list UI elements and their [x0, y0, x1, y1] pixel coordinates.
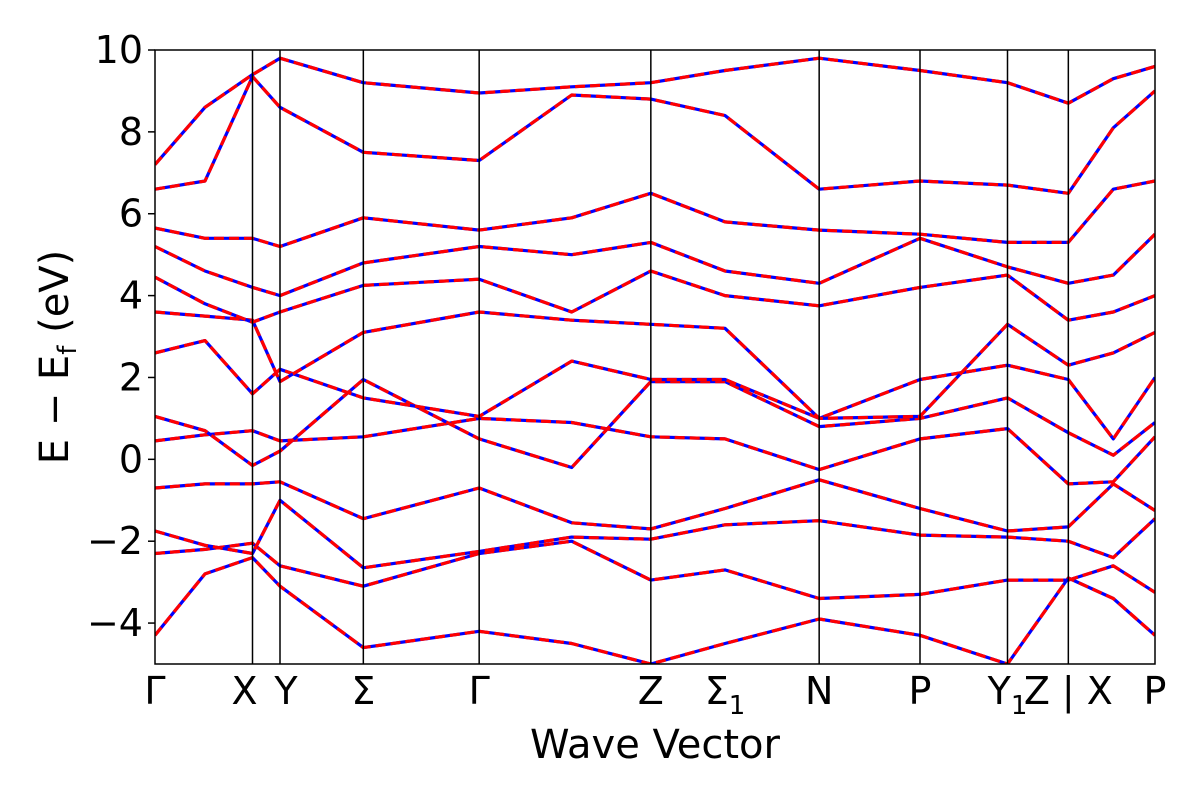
band-11-blue — [155, 75, 1155, 195]
band-1-blue — [155, 539, 1155, 601]
band-5-red — [155, 377, 1155, 470]
y-axis-title: E − Ef (eV) — [32, 250, 83, 465]
band-5-blue — [155, 377, 1155, 470]
band-1-red — [155, 539, 1155, 601]
symmetry-lines — [251, 50, 1070, 664]
k-point-label: Γ — [144, 669, 165, 713]
y-tick-label: 6 — [119, 192, 143, 236]
y-tick-label: 8 — [119, 110, 143, 154]
k-point-label: P — [1144, 669, 1167, 713]
band-6-blue — [155, 339, 1155, 441]
band-0-red — [155, 556, 1155, 664]
band-12-red — [155, 56, 1155, 166]
y-tick-label: 4 — [119, 274, 143, 318]
k-point-label: Γ — [469, 669, 490, 713]
y-tick-label: 0 — [119, 437, 143, 481]
k-point-label: Z | X — [1024, 669, 1113, 714]
band-12-blue — [155, 56, 1155, 166]
y-axis-ticks: −4 −2 0 2 4 6 8 10 — [87, 28, 155, 645]
k-point-label: Σ — [351, 669, 375, 713]
band-10-red — [155, 179, 1155, 249]
band-6-red — [155, 339, 1155, 441]
x-axis-title: Wave Vector — [530, 722, 781, 768]
k-point-label: N — [805, 669, 833, 713]
k-point-label: X — [231, 669, 257, 713]
y-tick-label: −4 — [87, 601, 143, 645]
k-point-label: Y1 — [987, 669, 1028, 721]
y-tick-label: 10 — [95, 28, 143, 72]
y-tick-label: 2 — [119, 355, 143, 399]
band-8-red — [155, 269, 1155, 324]
k-point-label: P — [909, 669, 932, 713]
band-7-red — [155, 310, 1155, 420]
band-2-blue — [155, 498, 1155, 570]
band-8-blue — [155, 269, 1155, 324]
band-3-red — [155, 478, 1155, 533]
y-tick-label: −2 — [87, 519, 143, 563]
band-2-red — [155, 498, 1155, 570]
k-point-label: Σ1 — [705, 669, 746, 721]
k-point-label: Y — [273, 669, 298, 713]
plot-frame — [154, 49, 1156, 665]
x-axis-ticks: Γ X Y Σ Γ Z Σ1 N P Y1Z | X P — [144, 669, 1166, 721]
band-3-blue — [155, 478, 1155, 533]
bands-layer — [155, 56, 1155, 664]
k-point-label: Z — [638, 669, 664, 713]
band-11-red — [155, 75, 1155, 195]
